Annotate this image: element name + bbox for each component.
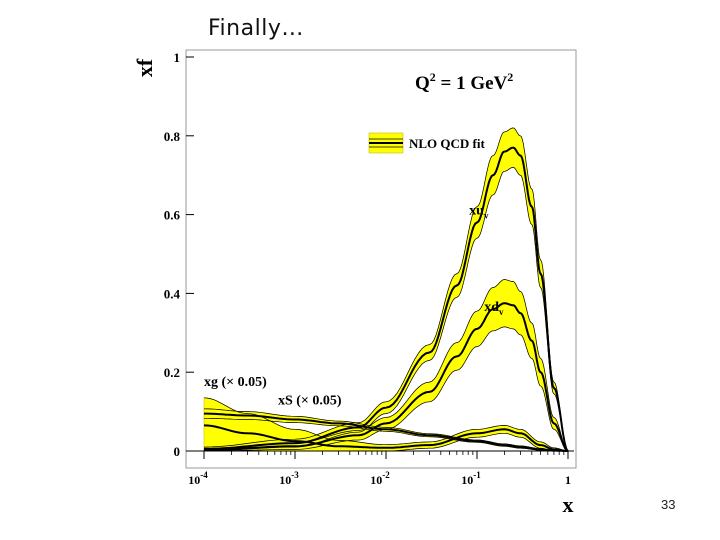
y-tick-label: 0.2 — [164, 365, 180, 380]
series-label-xg: xg (× 0.05) — [204, 375, 267, 390]
line-xuv — [203, 146, 569, 452]
y-tick-label: 0.4 — [164, 286, 181, 301]
series-label-xuv: xuv — [469, 204, 489, 221]
y-tick-label: 0 — [174, 444, 181, 459]
x-tick-label: 10-2 — [370, 470, 390, 487]
series-labels: xuv xdv xg (× 0.05) xS (× 0.05) — [204, 204, 504, 409]
y-tick-label: 0.8 — [164, 129, 181, 144]
band-upper-xuv — [203, 127, 569, 452]
y-tick-label: 1 — [174, 50, 181, 65]
y-axis-title: xf — [132, 58, 157, 77]
series-label-xdv: xdv — [484, 300, 504, 317]
y-tick-label: 0.6 — [164, 208, 181, 223]
band-upper-xg — [203, 397, 569, 452]
series-label-xS: xS (× 0.05) — [278, 394, 342, 409]
band-lower-xdv — [204, 326, 569, 452]
x-tick-label: 1 — [565, 473, 571, 487]
x-tick-label: 10-1 — [461, 470, 481, 487]
legend: NLO QCD fit — [368, 132, 486, 154]
page-number: 33 — [661, 497, 676, 512]
x-tick-label: 10-3 — [279, 470, 299, 487]
bands-layer — [203, 127, 569, 452]
x-axis-title: x — [563, 492, 574, 517]
line-xdv — [204, 302, 569, 452]
legend-label: NLO QCD fit — [409, 136, 486, 151]
plot-frame — [185, 49, 577, 469]
axes-layer: 0 0.2 0.4 0.6 0.8 1 10-4 10-3 10-2 10-1 1 — [164, 50, 574, 487]
plot-title: Q2 = 1 GeV2 — [415, 70, 513, 94]
line-xS — [204, 412, 568, 452]
slide-title: Finally… — [208, 16, 304, 41]
x-tick-label: 10-4 — [188, 470, 208, 487]
